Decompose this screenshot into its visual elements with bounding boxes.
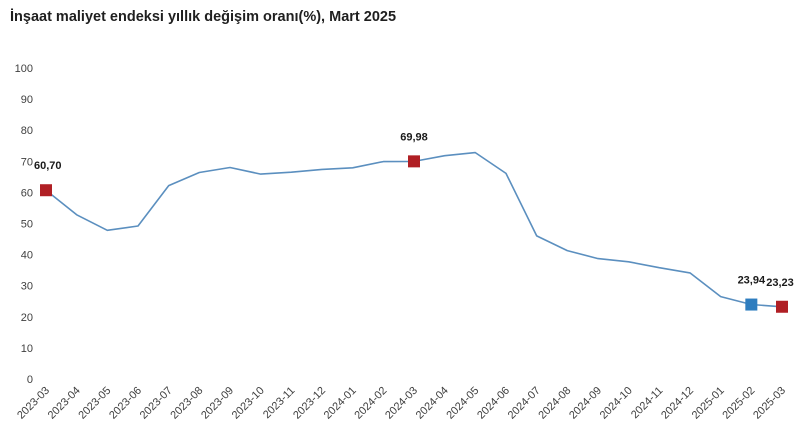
- x-tick-label: 2024-08: [536, 385, 573, 422]
- x-tick-label: 2025-03: [751, 385, 788, 422]
- data-point-marker: [40, 184, 52, 197]
- y-tick-label: 70: [21, 156, 33, 168]
- data-label: 23,23: [766, 277, 794, 289]
- x-tick-label: 2024-01: [322, 385, 359, 422]
- x-tick-label: 2023-09: [199, 385, 236, 422]
- y-tick-label: 20: [21, 312, 33, 324]
- y-tick-label: 0: [27, 374, 33, 386]
- x-tick-label: 2023-04: [46, 385, 83, 422]
- y-tick-label: 60: [21, 187, 33, 199]
- data-point-marker: [408, 155, 420, 168]
- x-tick-label: 2025-02: [720, 385, 757, 422]
- x-tick-label: 2025-01: [690, 385, 727, 422]
- series-line: [45, 151, 783, 308]
- y-tick-label: 40: [21, 250, 33, 262]
- x-tick-label: 2023-05: [76, 385, 113, 422]
- x-tick-label: 2023-10: [230, 385, 267, 422]
- series-polyline: [45, 151, 783, 308]
- data-label: 69,98: [400, 131, 428, 143]
- x-tick-label: 2023-07: [138, 385, 175, 422]
- y-tick-label: 100: [15, 63, 33, 75]
- x-tick-label: 2023-12: [291, 385, 328, 422]
- y-tick-label: 90: [21, 94, 33, 106]
- data-label: 60,70: [34, 160, 62, 172]
- x-tick-label: 2024-03: [383, 385, 420, 422]
- x-axis: 2023-032023-042023-052023-062023-072023-…: [15, 385, 788, 422]
- data-point-marker: [745, 298, 758, 311]
- y-tick-label: 50: [21, 219, 33, 231]
- x-tick-label: 2024-04: [414, 385, 451, 422]
- x-tick-label: 2024-09: [567, 385, 604, 422]
- y-axis: 0 10 20 30 40 50 60 70 80 90 100: [15, 63, 33, 386]
- y-tick-label: 10: [21, 343, 33, 355]
- x-tick-label: 2024-05: [444, 385, 481, 422]
- x-tick-label: 2023-06: [107, 385, 144, 422]
- data-label: 23,94: [738, 275, 766, 287]
- chart-title: İnşaat maliyet endeksi yıllık değişim or…: [10, 9, 397, 25]
- y-tick-label: 30: [21, 281, 33, 293]
- x-tick-label: 2024-06: [475, 385, 512, 422]
- x-tick-label: 2024-11: [629, 385, 665, 421]
- data-point-marker: [776, 300, 788, 313]
- x-tick-label: 2024-10: [598, 385, 635, 422]
- data-markers: 60,70 69,98 23,94 23,23: [34, 131, 794, 313]
- x-tick-label: 2023-03: [15, 385, 52, 422]
- x-tick-label: 2024-02: [352, 385, 389, 422]
- x-tick-label: 2024-12: [659, 385, 696, 422]
- x-tick-label: 2023-11: [261, 385, 297, 421]
- x-tick-label: 2024-07: [506, 385, 543, 422]
- x-tick-label: 2023-08: [168, 385, 205, 422]
- y-tick-label: 80: [21, 125, 33, 137]
